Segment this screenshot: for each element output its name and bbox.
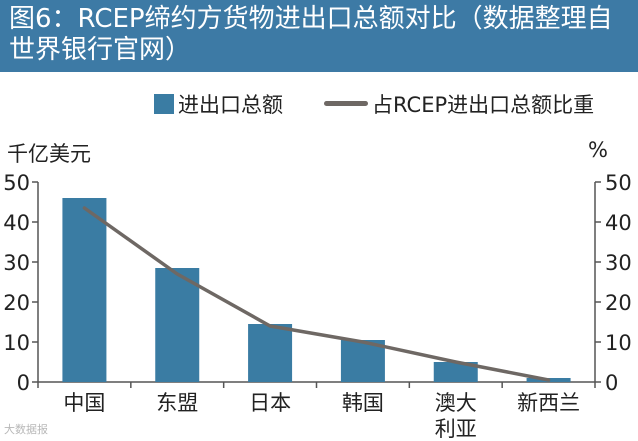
left-axis-unit: 千亿美元 [7, 142, 91, 166]
left-tick-label: 50 [3, 171, 30, 195]
right-tick-label: 20 [605, 291, 632, 315]
legend-bar-label: 进出口总额 [178, 93, 283, 117]
legend-bar-swatch [154, 94, 174, 114]
bar [340, 340, 385, 382]
left-tick-label: 20 [3, 291, 30, 315]
title-banner: 图6：RCEP缔约方货物进出口总额对比（数据整理自世界银行官网） [0, 0, 638, 72]
left-tick-label: 10 [3, 331, 30, 355]
category-label: 韩国 [342, 391, 384, 415]
category-label: 澳大利亚 [435, 391, 477, 441]
right-tick-label: 10 [605, 331, 632, 355]
right-tick-label: 0 [605, 371, 618, 395]
share-line [82, 206, 551, 382]
legend-line-label: 占RCEP进出口总额比重 [372, 93, 595, 117]
chart-labels: 0 10 20 30 40 50 0 10 20 30 40 50 中国 东盟 日本 韩国 澳大利亚 新西兰 [3, 171, 631, 441]
bar [248, 324, 293, 382]
right-tick-label: 40 [605, 211, 632, 235]
left-tick-label: 30 [3, 251, 30, 275]
right-tick-label: 30 [605, 251, 632, 275]
left-tick-label: 40 [3, 211, 30, 235]
bar [433, 362, 478, 382]
category-label: 东盟 [156, 391, 198, 415]
category-label: 中国 [63, 391, 105, 415]
right-tick-label: 50 [605, 171, 632, 195]
chart-title: 图6：RCEP缔约方货物进出口总额对比（数据整理自世界银行官网） [9, 4, 613, 65]
bar-series [62, 198, 571, 382]
bar [155, 268, 200, 382]
right-axis-unit: % [588, 138, 608, 162]
bar [62, 198, 107, 382]
chart-axes [32, 181, 601, 388]
legend-line-swatch [324, 101, 368, 106]
left-tick-label: 0 [17, 371, 30, 395]
watermark: 大数据报 [4, 423, 48, 436]
category-label: 日本 [249, 391, 291, 415]
category-label: 新西兰 [517, 391, 580, 415]
line-series [82, 206, 551, 382]
